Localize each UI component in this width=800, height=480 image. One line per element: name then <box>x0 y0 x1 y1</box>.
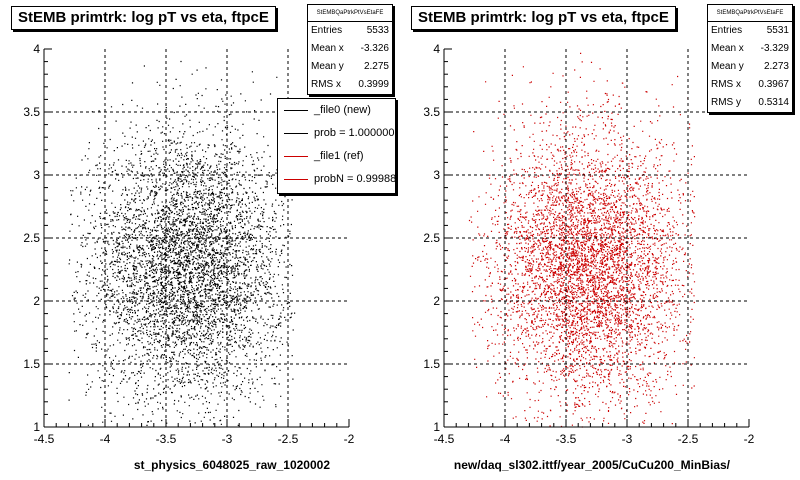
y-tick-label: 4 <box>33 42 40 56</box>
x-tick-label: -3 <box>622 432 633 446</box>
x-tick-label: -2 <box>344 432 355 446</box>
legend-line <box>284 133 308 134</box>
data-points <box>468 52 696 428</box>
stats-row: Mean y 2.275 <box>311 61 389 72</box>
x-tick-label: -3 <box>222 432 233 446</box>
x-tick-label: -2.5 <box>278 432 299 446</box>
plot-title: StEMB primtrk: log pT vs eta, ftpcE <box>11 6 276 30</box>
y-tick-label: 2 <box>33 294 40 308</box>
data-points <box>68 60 296 426</box>
legend-line <box>284 110 308 111</box>
x-axis-label: new/daq_sl302.ittf/year_2005/CuCu200_Min… <box>454 458 731 472</box>
right-pad: -4.5 -4 -3.5 -3 -2.5 -2 1 1.5 2 2.5 3 3.5 4 new/daq_s… <box>400 0 800 480</box>
y-tick-label: 1.5 <box>23 357 40 371</box>
stats-row: RMS y 0.5314 <box>711 97 789 108</box>
legend-entry: prob = 1.000000 <box>278 122 395 145</box>
legend-entry: probN = 0.99988 <box>278 168 395 191</box>
y-tick-label: 2.5 <box>423 231 440 245</box>
legend-line <box>284 156 308 157</box>
legend-entry: _file1 (ref) <box>278 145 395 168</box>
stats-row: Mean x -3.326 <box>311 43 389 54</box>
scatter-points <box>68 60 296 426</box>
x-axis-label: st_physics_6048025_raw_1020002 <box>134 458 330 472</box>
stats-box: StEMBQaPtrkPtVsEtaFE Entries 5531 Mean x… <box>707 4 793 113</box>
y-tick-label: 3 <box>433 168 440 182</box>
stats-row: Mean x -3.329 <box>711 43 789 54</box>
y-tick-label: 3.5 <box>23 105 40 119</box>
stats-row: RMS x 0.3999 <box>311 79 389 90</box>
scatter-plot-left: -4.5 -4 -3.5 -3 -2.5 -2 1 1.5 2 2.5 3 3.5 4 st_physic… <box>23 42 355 472</box>
left-pad: -4.5 -4 -3.5 -3 -2.5 -2 1 1.5 2 2.5 3 3.5 4 st_physic… <box>11 4 396 472</box>
x-tick-label: -2 <box>744 432 755 446</box>
x-tick-label: -3.5 <box>156 432 177 446</box>
x-tick-label: -4.5 <box>34 432 55 446</box>
stats-row: Mean y 2.273 <box>711 61 789 72</box>
y-tick-label: 3 <box>33 168 40 182</box>
stats-row: RMS x 0.3967 <box>711 79 789 90</box>
scatter-points <box>468 52 696 428</box>
x-tick-label: -3.5 <box>556 432 577 446</box>
y-tick-label: 3.5 <box>423 105 440 119</box>
stats-name: StEMBQaPtrkPtVsEtaFE <box>308 5 392 22</box>
legend-line <box>284 179 308 180</box>
x-tick-label: -4.5 <box>434 432 455 446</box>
stats-row: Entries 5533 <box>311 25 389 36</box>
stats-name: StEMBQaPtrkPtVsEtaFE <box>708 5 792 22</box>
y-tick-label: 1.5 <box>423 357 440 371</box>
legend-entry: _file0 (new) <box>278 99 395 122</box>
x-tick-label: -2.5 <box>678 432 699 446</box>
y-tick-label: 1 <box>33 420 40 434</box>
x-tick-label: -4 <box>500 432 511 446</box>
stats-row: Entries 5531 <box>711 25 789 36</box>
y-tick-label: 1 <box>433 420 440 434</box>
x-tick-label: -4 <box>100 432 111 446</box>
scatter-plot-right: -4.5 -4 -3.5 -3 -2.5 -2 1 1.5 2 2.5 3 3.5 4 new/daq_s… <box>423 42 755 472</box>
y-tick-label: 2.5 <box>23 231 40 245</box>
plot-title: StEMB primtrk: log pT vs eta, ftpcE <box>411 6 676 30</box>
legend: _file0 (new) prob = 1.000000 _file1 (ref… <box>277 98 396 194</box>
stats-box: StEMBQaPtrkPtVsEtaFE Entries 5533 Mean x… <box>307 4 393 95</box>
y-tick-label: 4 <box>433 42 440 56</box>
y-tick-label: 2 <box>433 294 440 308</box>
